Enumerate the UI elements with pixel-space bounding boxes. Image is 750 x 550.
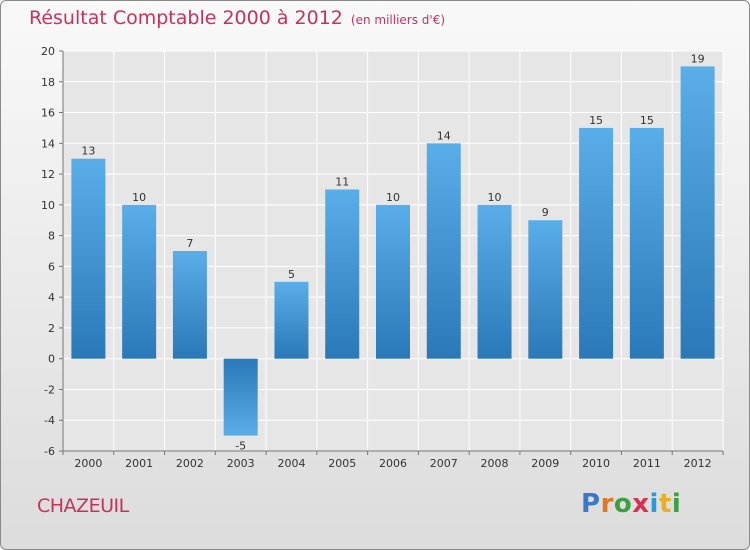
x-tick-label: 2006 — [379, 457, 407, 470]
data-label-2004: 5 — [288, 268, 295, 281]
bar-2002 — [172, 251, 207, 359]
y-tick-label: 20 — [41, 45, 55, 58]
y-tick-label: -6 — [44, 445, 55, 458]
data-label-2011: 15 — [640, 114, 654, 127]
y-tick-label: -2 — [44, 383, 55, 396]
x-tick-label: 2012 — [684, 457, 712, 470]
bar-2001 — [122, 204, 157, 359]
title-text: Résultat Comptable 2000 à 2012 — [29, 7, 343, 29]
proxiti-logo: Proxiti — [581, 489, 681, 519]
data-label-2000: 13 — [81, 145, 95, 158]
y-tick-label: 8 — [48, 230, 55, 243]
y-tick-label: 6 — [48, 260, 55, 273]
data-label-2012: 19 — [691, 52, 705, 65]
bar-2000 — [71, 158, 106, 359]
y-tick-label: 0 — [48, 353, 55, 366]
bar-2003 — [223, 358, 258, 436]
x-tick-label: 2011 — [633, 457, 661, 470]
x-tick-label: 2000 — [74, 457, 102, 470]
logo-letter: r — [600, 489, 614, 519]
y-tick-label: -4 — [44, 414, 55, 427]
y-tick-label: 10 — [41, 199, 55, 212]
commune-name: CHAZEUIL — [37, 495, 129, 517]
bar-2005 — [325, 189, 360, 359]
data-label-2003: -5 — [235, 440, 246, 453]
y-tick-label: 18 — [41, 76, 55, 89]
logo-letter: i — [671, 489, 682, 519]
y-tick-label: 4 — [48, 291, 55, 304]
y-tick-label: 12 — [41, 168, 55, 181]
logo-letter: P — [581, 489, 601, 519]
bar-2012 — [680, 66, 715, 359]
x-tick-label: 2010 — [582, 457, 610, 470]
data-label-2002: 7 — [186, 237, 193, 250]
x-tick-label: 2005 — [328, 457, 356, 470]
x-tick-label: 2007 — [430, 457, 458, 470]
y-tick-label: 2 — [48, 322, 55, 335]
y-tick-label: 14 — [41, 137, 55, 150]
data-label-2009: 9 — [542, 206, 549, 219]
y-tick-label: 16 — [41, 107, 55, 120]
data-label-2006: 10 — [386, 191, 400, 204]
bar-2010 — [579, 127, 614, 359]
data-label-2007: 14 — [437, 129, 451, 142]
x-tick-label: 2009 — [531, 457, 559, 470]
logo-letter: i — [649, 489, 659, 519]
x-tick-label: 2008 — [481, 457, 509, 470]
data-label-2008: 10 — [488, 191, 502, 204]
x-tick-label: 2003 — [227, 457, 255, 470]
bar-2008 — [477, 204, 512, 359]
data-label-2005: 11 — [335, 175, 349, 188]
data-label-2001: 10 — [132, 191, 146, 204]
unit-text: (en milliers d'€) — [350, 13, 446, 27]
x-tick-label: 2002 — [176, 457, 204, 470]
x-tick-label: 2001 — [125, 457, 153, 470]
bar-2011 — [629, 127, 664, 359]
logo-letter: t — [658, 489, 672, 519]
bar-2007 — [426, 143, 461, 359]
logo-letter: o — [613, 489, 633, 519]
chart-title: Résultat Comptable 2000 à 2012 (en millie… — [29, 7, 445, 29]
bar-2004 — [274, 281, 309, 359]
bar-2006 — [376, 204, 410, 359]
bar-2009 — [528, 220, 563, 359]
x-tick-label: 2004 — [277, 457, 305, 470]
data-label-2010: 15 — [589, 114, 603, 127]
logo-letter: x — [632, 489, 650, 519]
